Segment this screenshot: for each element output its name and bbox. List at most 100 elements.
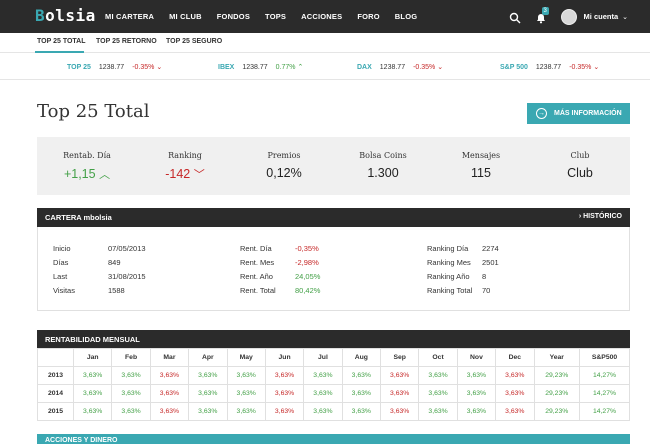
column-header: Jun — [264, 348, 305, 367]
return-cell: 3,63% — [379, 384, 420, 403]
column-header: Nov — [456, 348, 497, 367]
nav-foro[interactable]: FORO — [357, 12, 380, 21]
header-corner — [37, 348, 74, 367]
table-header-row: Jan Feb Mar Apr May Jun Jul Aug Sep Oct Nov Dec Year… — [37, 348, 630, 367]
return-cell: 3,63% — [495, 402, 535, 421]
return-cell: 3,63% — [495, 384, 535, 403]
arrow-right-icon: → — [536, 108, 547, 119]
nav-tops[interactable]: TOPS — [265, 12, 287, 21]
return-cell: 14,27% — [579, 366, 630, 385]
stat-bolsa-coins: Bolsa Coins 1.300 — [359, 151, 407, 180]
sub-nav: TOP 25 TOTAL TOP 25 RETORNO TOP 25 SEGUR… — [0, 33, 650, 53]
chevron-down-icon: ⌄ — [156, 64, 163, 71]
return-cell: 29,23% — [533, 402, 581, 421]
cartera-body: Inicio 07/05/2013 Días 849 Last 31/08/2015 … — [37, 227, 630, 311]
nav-acciones[interactable]: ACCIONES — [301, 12, 343, 21]
column-header: Mar — [149, 348, 190, 367]
return-cell: 3,63% — [149, 366, 190, 385]
column-header: Sep — [379, 348, 420, 367]
rentabilidad-header: RENTABILIDAD MENSUAL — [37, 330, 630, 349]
return-cell: 3,63% — [456, 402, 497, 421]
tab-top25-seguro[interactable]: TOP 25 SEGURO — [166, 38, 223, 45]
notification-badge: 3 — [541, 6, 549, 15]
return-cell: 29,23% — [533, 384, 581, 403]
column-header: Oct — [418, 348, 458, 367]
stat-club: Club Club — [567, 151, 593, 180]
nav-mi-club[interactable]: MI CLUB — [169, 12, 202, 21]
bell-icon[interactable]: 3 — [535, 6, 549, 23]
return-cell: 3,63% — [72, 384, 113, 403]
chevron-down-icon: ⌄ — [593, 64, 600, 71]
return-cell: 3,63% — [456, 384, 497, 403]
return-cell: 3,63% — [226, 402, 266, 421]
nav-mi-cartera[interactable]: MI CARTERA — [105, 12, 155, 21]
return-cell: 3,63% — [264, 384, 305, 403]
page-title: Top 25 Total — [37, 101, 150, 122]
return-cell: 3,63% — [188, 366, 228, 385]
return-cell: 3,63% — [303, 402, 343, 421]
column-header: Apr — [188, 348, 228, 367]
column-header: May — [226, 348, 266, 367]
return-cell: 3,63% — [226, 384, 266, 403]
table-row: 2014 3,63% 3,63% 3,63% 3,63% 3,63% 3,63% 3,63% 3… — [37, 384, 630, 403]
return-cell: 3,63% — [149, 402, 190, 421]
market-ticker: TOP 25 1238.77 -0.35% ⌄ IBEX 1238.77 0.77% ⌃… — [0, 54, 650, 80]
return-cell: 3,63% — [418, 384, 458, 403]
return-cell: 3,63% — [149, 384, 190, 403]
return-cell: 3,63% — [303, 366, 343, 385]
column-header: Dec — [495, 348, 535, 367]
nav-blog[interactable]: BLOG — [394, 12, 418, 21]
bolsia-logo[interactable]: Bolsia — [35, 6, 96, 25]
chevron-down-icon[interactable]: ⌄ — [622, 13, 628, 21]
rentabilidad-table: Jan Feb Mar Apr May Jun Jul Aug Sep Oct Nov Dec Year… — [37, 348, 630, 421]
return-cell: 3,63% — [72, 366, 113, 385]
return-cell: 3,63% — [188, 384, 228, 403]
cartera-header: CARTERA mbolsia › HISTÓRICO — [37, 208, 630, 227]
ticker-item[interactable]: DAX 1238.77 -0.35% ⌄ — [357, 64, 444, 71]
column-header: Year — [533, 348, 581, 367]
return-cell: 3,63% — [72, 402, 113, 421]
return-cell: 3,63% — [495, 366, 535, 385]
return-cell: 3,63% — [188, 402, 228, 421]
avatar[interactable] — [560, 8, 577, 25]
return-cell: 3,63% — [226, 366, 266, 385]
return-cell: 3,63% — [418, 366, 458, 385]
year-cell: 2015 — [37, 402, 74, 421]
return-cell: 3,63% — [111, 366, 151, 385]
acciones-header: ACCIONES Y DINERO — [37, 434, 630, 444]
year-cell: 2014 — [37, 384, 74, 403]
chevron-down-icon: ﹀ — [193, 169, 205, 181]
stat-rentab-dia: Rentab. Día +1,15 ︿ — [63, 151, 111, 181]
column-header: S&P500 — [579, 348, 630, 367]
return-cell: 3,63% — [418, 402, 458, 421]
tab-top25-retorno[interactable]: TOP 25 RETORNO — [96, 38, 157, 45]
active-tab-indicator — [35, 51, 84, 53]
main-nav: MI CARTERA MI CLUB FONDOS TOPS ACCIONES … — [105, 0, 432, 33]
top-navbar: Bolsia MI CARTERA MI CLUB FONDOS TOPS AC… — [0, 0, 650, 33]
return-cell: 3,63% — [264, 366, 305, 385]
column-header: Aug — [341, 348, 382, 367]
stat-premios: Premios 0,12% — [266, 151, 302, 180]
column-header: Jul — [303, 348, 343, 367]
return-cell: 3,63% — [111, 384, 151, 403]
stats-panel: Rentab. Día +1,15 ︿ Ranking -142 ﹀ Premi… — [37, 137, 630, 195]
search-icon[interactable] — [509, 11, 521, 23]
stat-ranking: Ranking -142 ﹀ — [165, 151, 205, 181]
more-info-button[interactable]: → MÁS INFORMACIÓN — [527, 103, 630, 124]
return-cell: 3,63% — [341, 384, 382, 403]
ticker-item[interactable]: IBEX 1238.77 0.77% ⌃ — [218, 64, 304, 71]
return-cell: 14,27% — [579, 402, 630, 421]
return-cell: 3,63% — [341, 366, 382, 385]
table-row: 2015 3,63% 3,63% 3,63% 3,63% 3,63% 3,63% 3,63% 3… — [37, 402, 630, 421]
return-cell: 29,23% — [533, 366, 581, 385]
return-cell: 14,27% — [579, 384, 630, 403]
tab-top25-total[interactable]: TOP 25 TOTAL — [37, 38, 86, 45]
return-cell: 3,63% — [341, 402, 382, 421]
nav-fondos[interactable]: FONDOS — [216, 12, 251, 21]
account-menu[interactable]: Mi cuenta — [583, 12, 619, 21]
ticker-item[interactable]: TOP 25 1238.77 -0.35% ⌄ — [67, 64, 163, 71]
ticker-item[interactable]: S&P 500 1238.77 -0.35% ⌄ — [500, 64, 600, 71]
historico-link[interactable]: › HISTÓRICO — [578, 213, 622, 220]
chevron-down-icon: ⌄ — [437, 64, 444, 71]
return-cell: 3,63% — [111, 402, 151, 421]
